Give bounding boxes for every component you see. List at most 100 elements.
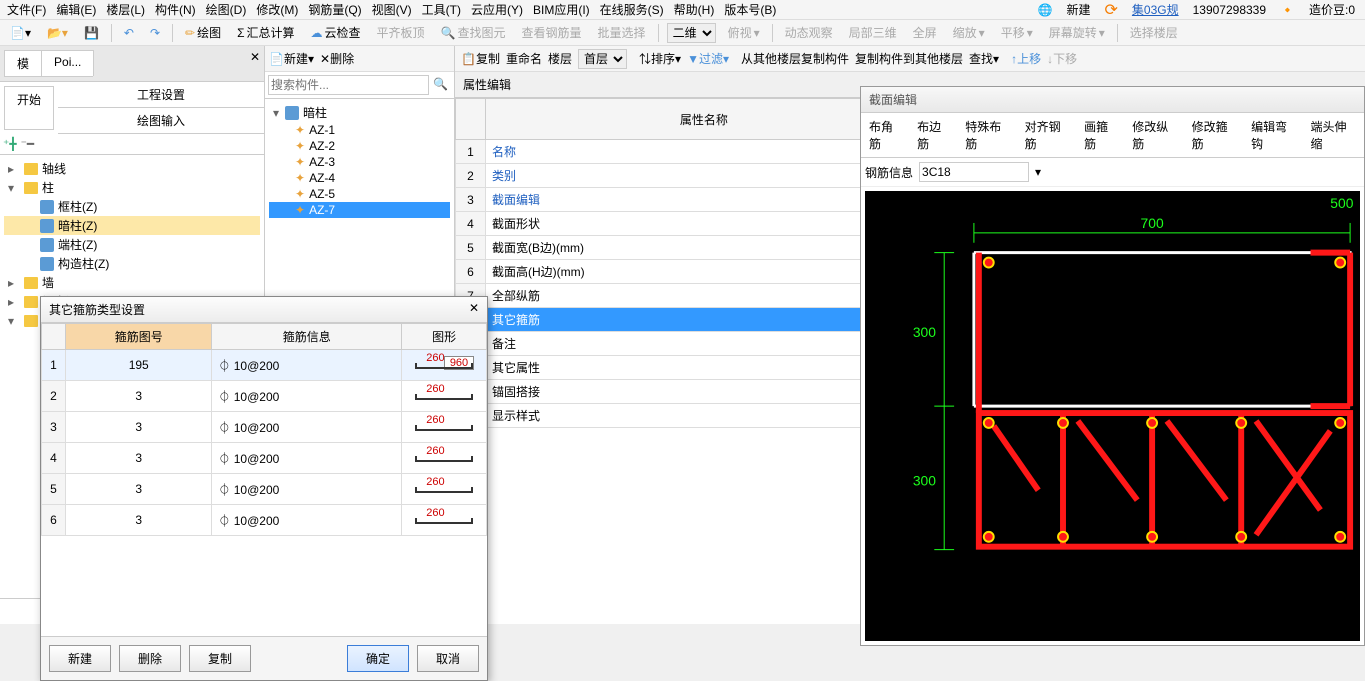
- new-btn[interactable]: 新建: [1064, 0, 1094, 19]
- stirrup-row[interactable]: 43⏀ 10@200260: [42, 443, 487, 474]
- dropdown-icon[interactable]: ▾: [1035, 165, 1041, 179]
- copy-btn[interactable]: 📋复制: [461, 50, 500, 67]
- rename-btn[interactable]: 重命名: [506, 50, 542, 67]
- fullscreen-btn[interactable]: 全屏: [909, 23, 941, 42]
- section-tab[interactable]: 端头伸缩: [1305, 115, 1362, 155]
- zoom-btn[interactable]: 缩放▾: [949, 23, 989, 42]
- rotate-btn[interactable]: 屏幕旋转▾: [1045, 23, 1109, 42]
- local3d-btn[interactable]: 局部三维: [845, 23, 901, 42]
- stirrup-row[interactable]: 53⏀ 10@200260: [42, 474, 487, 505]
- batch-sel-btn[interactable]: 批量选择: [594, 23, 650, 42]
- dlg-copy-button[interactable]: 复制: [189, 645, 251, 672]
- undo-icon[interactable]: ↶: [120, 25, 138, 41]
- list-item[interactable]: ✦AZ-3: [269, 154, 450, 170]
- view-mode-select[interactable]: 二维: [667, 23, 716, 43]
- save-icon[interactable]: 💾: [80, 25, 103, 41]
- sort-btn[interactable]: ⇅排序▾: [639, 50, 681, 67]
- find-elem-btn[interactable]: 🔍查找图元: [437, 23, 510, 42]
- tab-model[interactable]: 模: [4, 50, 42, 76]
- add-icon[interactable]: ⁺╋: [3, 137, 17, 151]
- search-icon[interactable]: 🔍: [429, 75, 452, 95]
- dlg-del-button[interactable]: 删除: [119, 645, 181, 672]
- refresh-icon[interactable]: ⟳: [1102, 0, 1121, 21]
- rebar-info-input[interactable]: [919, 162, 1029, 182]
- start-tab[interactable]: 开始: [4, 86, 54, 130]
- menu-help[interactable]: 帮助(H): [671, 0, 718, 19]
- topview-btn[interactable]: 俯视▾: [724, 23, 764, 42]
- list-item[interactable]: ✦AZ-5: [269, 186, 450, 202]
- menu-tool[interactable]: 工具(T): [419, 0, 464, 19]
- list-item[interactable]: ✦AZ-2: [269, 138, 450, 154]
- tree-item[interactable]: 框柱(Z): [4, 197, 260, 216]
- remove-icon[interactable]: ⁻━: [21, 137, 35, 151]
- stirrup-row[interactable]: 1195⏀ 10@200260: [42, 350, 487, 381]
- section-tab[interactable]: 对齐钢筋: [1019, 115, 1076, 155]
- dlg-cancel-button[interactable]: 取消: [417, 645, 479, 672]
- tree-item[interactable]: 端柱(Z): [4, 235, 260, 254]
- open-icon[interactable]: 📂▾: [43, 25, 72, 41]
- tree-item[interactable]: ▸轴线: [4, 159, 260, 178]
- tree-item[interactable]: 暗柱(Z): [4, 216, 260, 235]
- tree-item[interactable]: ▾柱: [4, 178, 260, 197]
- find2-btn[interactable]: 查找▾: [969, 50, 999, 67]
- filter-btn[interactable]: ▼过滤▾: [687, 50, 729, 67]
- section-tab[interactable]: 修改纵筋: [1126, 115, 1183, 155]
- sel-floor-btn[interactable]: 选择楼层: [1126, 23, 1182, 42]
- search-input[interactable]: [268, 75, 429, 95]
- redo-icon[interactable]: ↷: [146, 25, 164, 41]
- del-comp-btn[interactable]: ✕删除: [320, 50, 354, 67]
- flat-btn[interactable]: 平齐板顶: [373, 23, 429, 42]
- copy-to-btn[interactable]: 复制构件到其他楼层: [855, 50, 963, 67]
- stirrup-row[interactable]: 23⏀ 10@200260: [42, 381, 487, 412]
- stirrup-row[interactable]: 33⏀ 10@200260: [42, 412, 487, 443]
- tab-poi[interactable]: Poi...: [41, 50, 94, 76]
- draw-btn[interactable]: ✏绘图: [181, 23, 225, 42]
- floor-select[interactable]: 首层: [578, 49, 627, 69]
- down-btn[interactable]: ↓下移: [1047, 50, 1077, 67]
- list-root[interactable]: ▾暗柱: [269, 103, 450, 122]
- spec-link[interactable]: 集03G规: [1129, 0, 1182, 19]
- globe-icon[interactable]: 🌐: [1035, 2, 1056, 18]
- menu-version[interactable]: 版本号(B): [721, 0, 779, 19]
- menu-component[interactable]: 构件(N): [152, 0, 199, 19]
- tree-item[interactable]: ▸墙: [4, 273, 260, 292]
- menu-floor[interactable]: 楼层(L): [103, 0, 148, 19]
- new-file-icon[interactable]: 📄▾: [6, 25, 35, 41]
- up-btn[interactable]: ↑上移: [1011, 50, 1041, 67]
- dyn-obs-btn[interactable]: 动态观察: [781, 23, 837, 42]
- menu-modify[interactable]: 修改(M): [253, 0, 301, 19]
- menu-file[interactable]: 文件(F): [4, 0, 49, 19]
- menu-rebar[interactable]: 钢筋量(Q): [305, 0, 364, 19]
- tree-item[interactable]: 构造柱(Z): [4, 254, 260, 273]
- pan-btn[interactable]: 平移▾: [997, 23, 1037, 42]
- menu-cloud[interactable]: 云应用(Y): [468, 0, 526, 19]
- menu-view[interactable]: 视图(V): [369, 0, 415, 19]
- copy-from-btn[interactable]: 从其他楼层复制构件: [741, 50, 849, 67]
- list-item[interactable]: ✦AZ-4: [269, 170, 450, 186]
- menu-edit[interactable]: 编辑(E): [53, 0, 99, 19]
- section-tab[interactable]: 修改箍筋: [1186, 115, 1243, 155]
- rebar-qty-btn[interactable]: 查看钢筋量: [518, 23, 586, 42]
- menu-bim[interactable]: BIM应用(I): [530, 0, 593, 19]
- dlg-ok-button[interactable]: 确定: [347, 645, 409, 672]
- menu-draw[interactable]: 绘图(D): [203, 0, 250, 19]
- dialog-close-icon[interactable]: ✕: [469, 301, 479, 318]
- sum-btn[interactable]: Σ 汇总计算: [233, 23, 298, 42]
- project-settings[interactable]: 工程设置: [58, 82, 264, 108]
- new-comp-btn[interactable]: 📄新建▾: [269, 50, 314, 67]
- section-tab[interactable]: 布边筋: [911, 115, 957, 155]
- menu-online[interactable]: 在线服务(S): [597, 0, 667, 19]
- section-tab[interactable]: 画箍筋: [1078, 115, 1124, 155]
- phone: 13907298339: [1190, 2, 1269, 18]
- section-tab[interactable]: 编辑弯钩: [1245, 115, 1302, 155]
- close-icon[interactable]: ✕: [250, 50, 260, 77]
- section-tab[interactable]: 布角筋: [863, 115, 909, 155]
- list-item[interactable]: ✦AZ-1: [269, 122, 450, 138]
- section-tab[interactable]: 特殊布筋: [959, 115, 1016, 155]
- cloud-check-btn[interactable]: ☁云检查: [307, 23, 365, 42]
- stirrup-row[interactable]: 63⏀ 10@200260: [42, 505, 487, 536]
- dlg-new-button[interactable]: 新建: [49, 645, 111, 672]
- list-item[interactable]: ✦AZ-7: [269, 202, 450, 218]
- cad-viewport[interactable]: 700 500 300 300: [865, 191, 1360, 641]
- draw-input[interactable]: 绘图输入: [58, 108, 264, 134]
